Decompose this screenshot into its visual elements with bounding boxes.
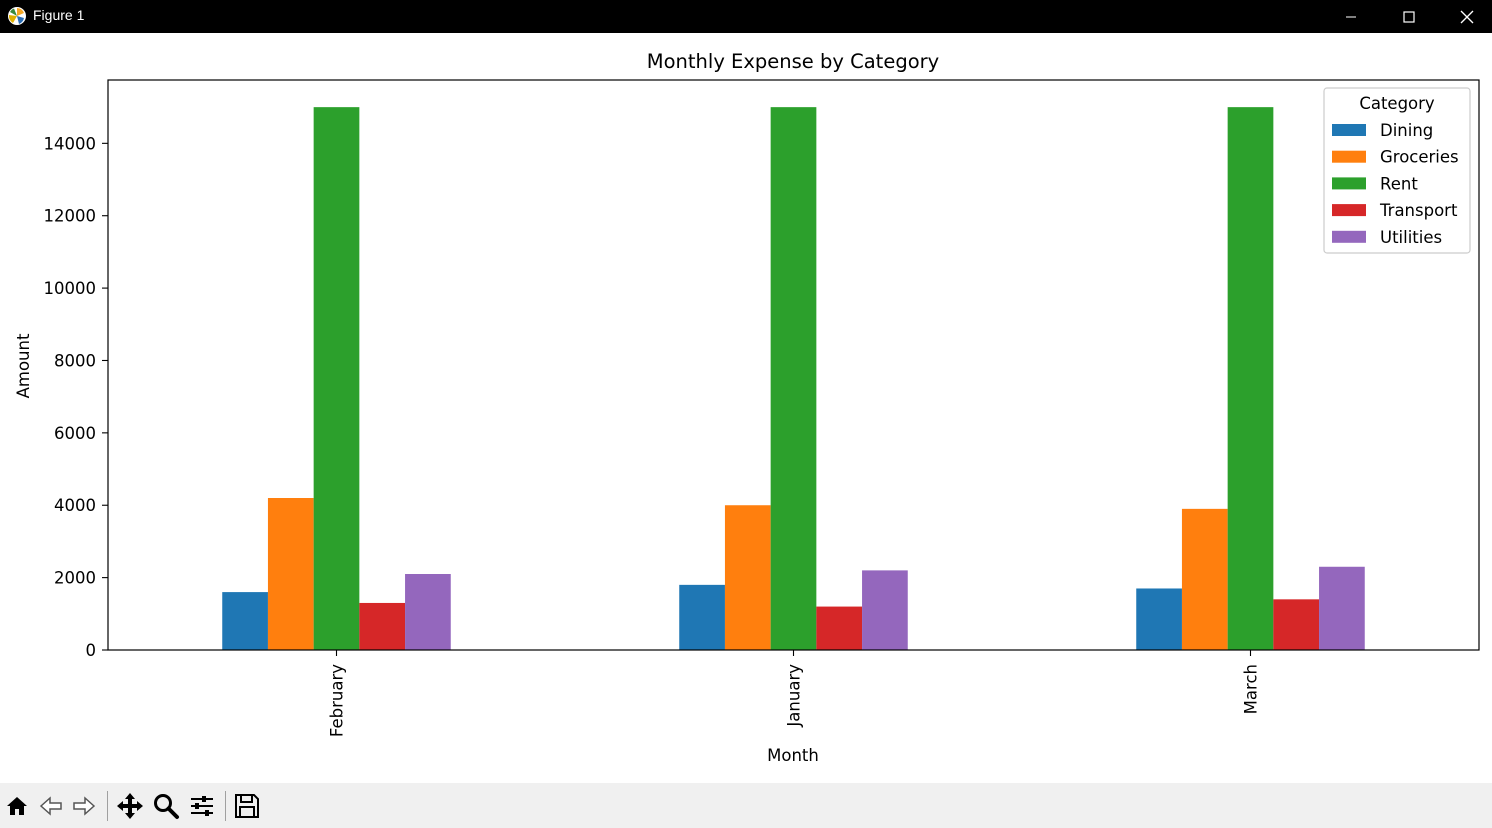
legend-label-dining: Dining (1380, 121, 1433, 140)
bar-rent-february (313, 107, 360, 650)
save-icon (235, 794, 259, 818)
y-axis-label: Amount (14, 333, 33, 398)
bar-utilities-january (862, 570, 908, 650)
bar-transport-february (359, 602, 406, 650)
toolbar-separator (107, 791, 108, 821)
legend-swatch-utilities (1332, 230, 1366, 243)
x-tick-label: March (1242, 664, 1261, 714)
y-tick-label: 10000 (44, 279, 97, 298)
legend-swatch-dining (1332, 124, 1366, 136)
save-button[interactable] (232, 791, 262, 821)
x-axis: February January March (328, 650, 1261, 737)
plot-frame (107, 79, 1480, 651)
y-tick-label: 12000 (44, 207, 97, 226)
figure-canvas: Monthly Expense by Category 0 2000 4000 600… (0, 33, 1492, 783)
bar-transport-march (1273, 599, 1320, 650)
configure-subplots-button[interactable] (187, 791, 217, 821)
legend: Category Dining Groceries Rent Transport Uti… (1323, 87, 1471, 254)
legend-swatch-rent (1332, 177, 1366, 190)
y-tick-label: 14000 (44, 134, 97, 153)
legend-swatch-groceries (1332, 150, 1366, 163)
bars-layer (222, 107, 1365, 650)
legend-label-groceries: Groceries (1380, 148, 1459, 167)
minimize-icon (1346, 16, 1356, 17)
legend-label-rent: Rent (1380, 174, 1418, 193)
toolbar-separator (225, 791, 226, 821)
window-titlebar: Figure 1 (0, 0, 1492, 33)
window-title: Figure 1 (33, 7, 85, 23)
bar-utilities-march (1319, 566, 1365, 650)
bar-groceries-march (1181, 508, 1228, 650)
bar-dining-january (679, 584, 725, 650)
legend-label-utilities: Utilities (1380, 228, 1442, 247)
y-tick-label: 0 (86, 641, 97, 660)
zoom-icon (154, 794, 179, 819)
y-axis: 0 2000 4000 6000 8000 10000 12000 14000 (44, 134, 108, 660)
y-tick-label: 8000 (54, 351, 96, 370)
bar-chart: Monthly Expense by Category 0 2000 4000 600… (14, 50, 1480, 765)
forward-icon (73, 796, 96, 816)
x-tick-label: January (785, 664, 804, 728)
close-icon (1460, 10, 1474, 23)
chart-title: Monthly Expense by Category (647, 50, 939, 73)
pan-icon (117, 793, 143, 819)
forward-button[interactable] (69, 791, 99, 821)
bar-groceries-february (267, 498, 314, 650)
zoom-button[interactable] (151, 791, 181, 821)
configure-subplots-icon (191, 796, 213, 816)
matplotlib-icon (8, 7, 26, 25)
legend-label-transport: Transport (1379, 201, 1458, 220)
bar-utilities-february (405, 574, 451, 650)
bar-dining-march (1136, 588, 1182, 650)
back-icon (39, 796, 62, 816)
y-tick-label: 4000 (54, 496, 96, 515)
back-button[interactable] (36, 791, 66, 821)
bar-rent-march (1227, 107, 1274, 650)
navigation-toolbar (0, 783, 1492, 828)
maximize-icon (1403, 10, 1415, 23)
bar-dining-february (222, 592, 268, 650)
legend-swatch-transport (1332, 204, 1366, 217)
legend-title: Category (1359, 94, 1435, 113)
home-button[interactable] (2, 791, 32, 821)
y-tick-label: 6000 (54, 424, 96, 443)
pan-button[interactable] (115, 791, 145, 821)
x-axis-label: Month (767, 746, 819, 765)
home-icon (7, 797, 27, 815)
maximize-button[interactable] (1380, 0, 1438, 33)
close-button[interactable] (1438, 0, 1492, 33)
bar-groceries-january (724, 505, 771, 650)
bar-transport-january (816, 606, 863, 650)
x-tick-label: February (328, 664, 347, 737)
minimize-button[interactable] (1322, 0, 1380, 33)
bar-rent-january (770, 107, 817, 650)
y-tick-label: 2000 (54, 569, 96, 588)
